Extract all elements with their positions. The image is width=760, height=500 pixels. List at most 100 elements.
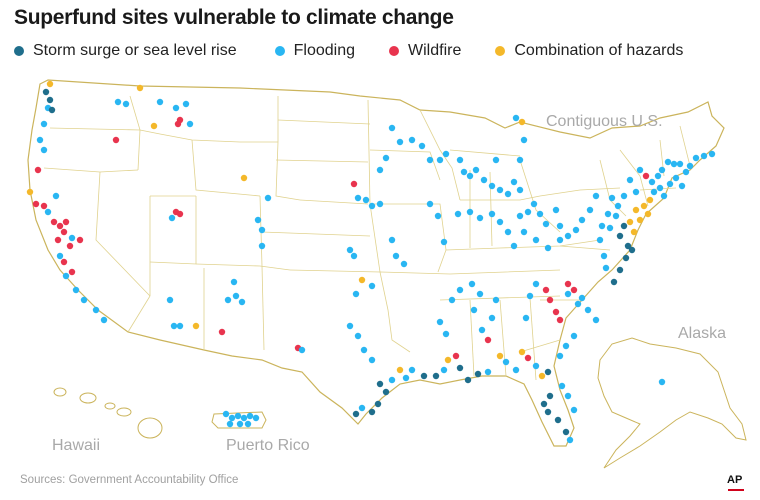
site-marker — [622, 254, 630, 262]
site-marker — [504, 228, 512, 236]
site-marker — [574, 300, 582, 308]
alaska-label: Alaska — [678, 325, 727, 342]
site-marker — [492, 296, 500, 304]
site-marker — [488, 314, 496, 322]
site-marker — [592, 316, 600, 324]
site-marker — [558, 382, 566, 390]
site-marker — [554, 416, 562, 424]
site-marker — [556, 352, 564, 360]
site-markers — [26, 80, 716, 444]
site-marker — [252, 414, 260, 422]
site-marker — [408, 136, 416, 144]
site-marker — [564, 392, 572, 400]
site-marker — [234, 412, 242, 420]
site-marker — [354, 194, 362, 202]
site-marker — [396, 138, 404, 146]
site-marker — [346, 322, 354, 330]
site-marker — [156, 98, 164, 106]
site-marker — [570, 406, 578, 414]
puerto-rico-label: Puerto Rico — [226, 437, 310, 454]
site-marker — [258, 242, 266, 250]
site-marker — [54, 236, 62, 244]
site-marker — [238, 298, 246, 306]
legend-label: Storm surge or sea level rise — [33, 42, 237, 59]
legend-label: Wildfire — [408, 42, 462, 59]
site-marker — [636, 166, 644, 174]
site-marker — [240, 174, 248, 182]
site-marker — [488, 210, 496, 218]
site-marker — [32, 200, 40, 208]
site-marker — [100, 316, 108, 324]
site-marker — [350, 252, 358, 260]
site-marker — [224, 296, 232, 304]
site-marker — [46, 80, 54, 88]
site-marker — [612, 212, 620, 220]
site-marker — [456, 156, 464, 164]
site-marker — [658, 378, 666, 386]
site-marker — [556, 222, 564, 230]
site-marker — [388, 376, 396, 384]
site-marker — [526, 292, 534, 300]
site-marker — [436, 318, 444, 326]
site-marker — [402, 374, 410, 382]
site-marker — [456, 364, 464, 372]
site-marker — [170, 322, 178, 330]
site-marker — [476, 290, 484, 298]
site-marker — [222, 410, 230, 418]
site-marker — [40, 120, 48, 128]
site-marker — [604, 210, 612, 218]
site-marker — [26, 188, 34, 196]
legend-swatch — [274, 46, 285, 56]
site-marker — [536, 210, 544, 218]
site-marker — [562, 428, 570, 436]
site-marker — [660, 192, 668, 200]
site-marker — [174, 120, 182, 128]
ap-logo-bar — [728, 489, 744, 491]
site-marker — [122, 100, 130, 108]
site-marker — [474, 370, 482, 378]
site-marker — [670, 160, 678, 168]
site-marker — [460, 168, 468, 176]
site-marker — [544, 408, 552, 416]
map-legend: Storm surge or sea level rise Flooding W… — [14, 42, 754, 60]
site-marker — [676, 160, 684, 168]
site-marker — [530, 200, 538, 208]
site-marker — [518, 348, 526, 356]
site-marker — [700, 152, 708, 160]
site-marker — [80, 296, 88, 304]
site-marker — [614, 202, 622, 210]
site-marker — [476, 214, 484, 222]
site-marker — [442, 330, 450, 338]
site-marker — [692, 154, 700, 162]
site-marker — [226, 420, 234, 428]
site-marker — [556, 236, 564, 244]
site-marker — [478, 326, 486, 334]
site-marker — [264, 194, 272, 202]
site-marker — [578, 216, 586, 224]
site-marker — [658, 166, 666, 174]
site-marker — [616, 232, 624, 240]
site-marker — [298, 346, 306, 354]
site-marker — [678, 182, 686, 190]
site-marker — [400, 260, 408, 268]
site-marker — [230, 278, 238, 286]
site-marker — [172, 104, 180, 112]
site-marker — [564, 290, 572, 298]
site-marker — [352, 290, 360, 298]
site-marker — [392, 252, 400, 260]
site-marker — [630, 228, 638, 236]
site-marker — [504, 190, 512, 198]
site-marker — [648, 178, 656, 186]
site-marker — [68, 268, 76, 276]
site-marker — [218, 328, 226, 336]
site-marker — [358, 404, 366, 412]
site-marker — [546, 392, 554, 400]
site-marker — [52, 192, 60, 200]
site-marker — [564, 232, 572, 240]
site-marker — [258, 226, 266, 234]
site-marker — [362, 196, 370, 204]
site-marker — [352, 410, 360, 418]
site-marker — [68, 234, 76, 242]
site-marker — [240, 414, 248, 422]
site-marker — [484, 336, 492, 344]
